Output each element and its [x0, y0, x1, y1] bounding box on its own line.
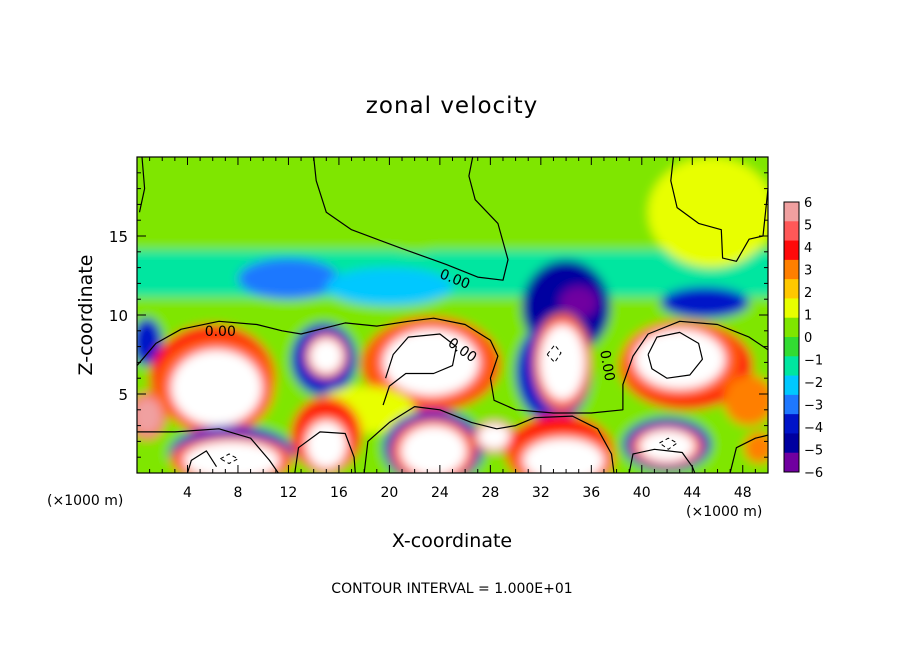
field-blob-11-ring-3	[309, 338, 343, 374]
zero-contour-2	[670, 157, 768, 262]
colorbar-label-3: 3	[804, 264, 812, 279]
colorbar-swatch-4	[784, 279, 799, 299]
x-unit-right: (×1000 m)	[686, 504, 762, 520]
field-blob-3	[326, 267, 453, 306]
colorbar-label-4: 2	[804, 286, 812, 301]
contour-label-1: 0.00	[205, 324, 236, 340]
colorbar-label-5: 1	[804, 309, 812, 324]
field-blob-17-ring-3	[634, 329, 726, 390]
colorbar-swatch-12	[784, 433, 799, 454]
colorbar-label-11: −5	[804, 444, 823, 459]
chart-title: zonal velocity	[366, 93, 538, 119]
field-blob-31-ring-3	[639, 430, 695, 462]
colorbar-label-8: −2	[804, 376, 823, 391]
negative-contour-0	[546, 344, 562, 364]
x-tick-label-1: 8	[233, 485, 242, 501]
x-tick-label-6: 28	[481, 485, 499, 501]
colorbar-swatch-11	[784, 414, 799, 434]
zero-contour-3	[137, 317, 768, 414]
field-blob-13-ring-3	[383, 329, 480, 396]
colorbar-swatch-8	[784, 356, 799, 377]
field-blob-15-ring-3	[539, 324, 586, 401]
zero-contour-9	[729, 434, 768, 473]
x-tick-label-3: 16	[330, 485, 348, 501]
velocity-field	[137, 157, 768, 473]
zero-contour-6	[294, 431, 356, 473]
colorbar-label-7: −1	[804, 354, 823, 369]
field-blob-22-ring-3	[183, 441, 280, 473]
colorbar-swatch-2	[784, 240, 799, 261]
field-blob-18	[723, 375, 768, 426]
zero-contour-10	[382, 333, 457, 406]
y-axis: 5 10 15	[109, 172, 768, 458]
field-blob-6	[660, 286, 750, 319]
colorbar-label-2: 4	[804, 241, 812, 256]
colorbar-swatch-3	[784, 259, 799, 280]
colorbar-label-1: 5	[804, 219, 812, 234]
x-tick-label-4: 20	[380, 485, 398, 501]
colorbar-swatch-1	[784, 221, 799, 242]
x-axis: 4 8 12 16 20 24 28 32 36 40 44 48	[149, 157, 756, 501]
colorbar-label-12: −6	[804, 466, 823, 481]
zero-contour-5	[186, 450, 218, 473]
field-blob-32	[744, 431, 768, 464]
x-axis-label: X-coordinate	[392, 530, 512, 552]
plot-area: 0.000.000.00 0.00	[137, 157, 768, 473]
colorbar-swatch-5	[784, 298, 799, 319]
x-unit-left: (×1000 m)	[47, 493, 123, 509]
colorbar-swatch-0	[784, 202, 799, 222]
colorbar-swatch-6	[784, 317, 799, 338]
y-tick-label-0: 5	[118, 386, 128, 404]
zero-contour-7	[363, 406, 615, 473]
zero-contour-1	[313, 157, 509, 281]
field-blob-1	[351, 172, 478, 252]
x-tick-label-5: 24	[431, 485, 449, 501]
field-blob-5	[559, 286, 598, 319]
y-tick-label-2: 15	[109, 228, 128, 246]
x-tick-label-10: 44	[683, 485, 701, 501]
colorbar-label-6: 0	[804, 331, 812, 346]
field-blob-26-ring-3	[400, 425, 467, 473]
x-tick-label-11: 48	[734, 485, 752, 501]
colorbar-label-9: −3	[804, 399, 823, 414]
contour-interval-note: CONTOUR INTERVAL = 1.000E+01	[331, 581, 572, 597]
y-tick-label-1: 10	[109, 307, 128, 325]
field-blob-24-ring-3	[306, 420, 347, 469]
y-axis-label: Z-coordinate	[75, 255, 97, 376]
colorbar: 6 5 4 3 2 1 0 −1 −2 −3 −4 −5 −6	[783, 196, 823, 481]
colorbar-label-0: 6	[804, 196, 812, 211]
x-tick-label-0: 4	[183, 485, 192, 501]
zero-contour-0	[138, 157, 146, 213]
x-tick-label-8: 36	[582, 485, 600, 501]
x-tick-label-7: 32	[532, 485, 550, 501]
field-blob-20-ring-3	[137, 397, 163, 436]
field-blob-27-ring-3	[477, 424, 511, 450]
field-blob-9-ring-3	[171, 349, 262, 426]
colorbar-swatch-13	[784, 452, 799, 473]
colorbar-swatch-10	[784, 394, 799, 415]
zero-contour-4	[137, 428, 279, 473]
colorbar-swatch-9	[784, 375, 799, 396]
field-blob-2	[237, 258, 339, 300]
zero-contour-11	[647, 331, 703, 379]
field-blob-7	[137, 318, 163, 366]
field-blob-29-ring-3	[523, 438, 604, 473]
colorbar-label-10: −4	[804, 421, 823, 436]
x-tick-label-9: 40	[633, 485, 651, 501]
x-tick-label-2: 12	[280, 485, 298, 501]
colorbar-swatch-7	[784, 337, 799, 357]
contour-label-3: 0.00	[596, 349, 617, 382]
colorbar-frame	[783, 201, 800, 473]
field-blob-0	[648, 157, 768, 268]
